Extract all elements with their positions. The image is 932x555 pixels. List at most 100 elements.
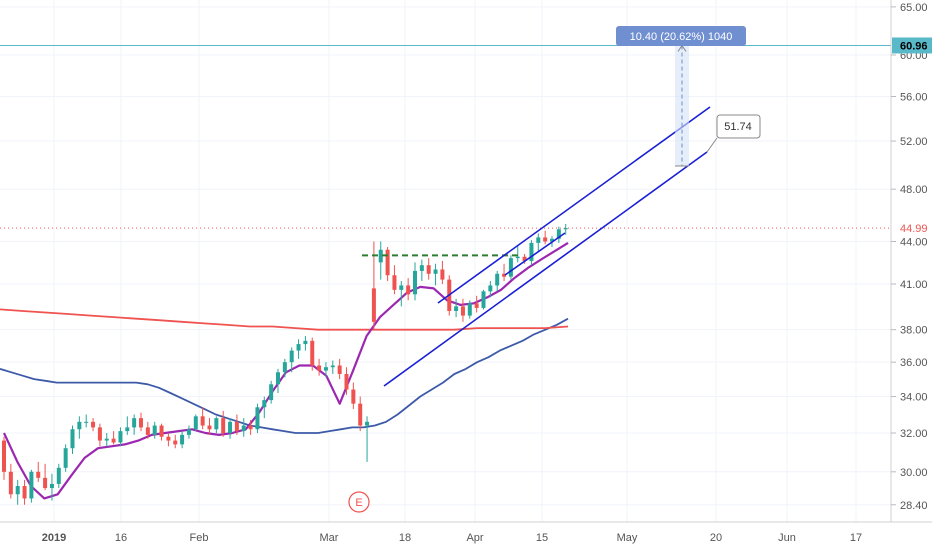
candle[interactable]: [508, 255, 513, 280]
candle[interactable]: [104, 433, 109, 447]
candle[interactable]: [344, 367, 349, 395]
candle[interactable]: [515, 245, 520, 263]
candle[interactable]: [193, 414, 198, 432]
candle[interactable]: [433, 263, 438, 286]
candle[interactable]: [474, 295, 479, 313]
candle[interactable]: [556, 226, 561, 243]
earnings-marker[interactable]: E: [348, 491, 370, 513]
candle[interactable]: [426, 258, 431, 280]
candle[interactable]: [358, 396, 363, 432]
candle[interactable]: [145, 421, 150, 439]
candle[interactable]: [118, 427, 123, 447]
candle[interactable]: [200, 407, 205, 430]
candle-body: [234, 421, 239, 432]
candle[interactable]: [255, 403, 260, 433]
candle[interactable]: [8, 463, 13, 499]
candle-body: [139, 418, 143, 428]
y-axis-panel[interactable]: [891, 0, 932, 522]
candle[interactable]: [56, 463, 61, 489]
candle[interactable]: [419, 259, 424, 282]
ma-line[interactable]: [0, 308, 569, 331]
candle[interactable]: [63, 444, 68, 472]
candle[interactable]: [413, 262, 417, 301]
candle[interactable]: [378, 241, 383, 280]
candle[interactable]: [399, 281, 404, 307]
candle[interactable]: [214, 416, 219, 433]
candle-body: [563, 228, 568, 230]
candle[interactable]: [49, 473, 54, 501]
candle[interactable]: [97, 423, 102, 447]
candle[interactable]: [132, 414, 137, 435]
candle[interactable]: [406, 278, 411, 301]
candle[interactable]: [22, 479, 27, 505]
candle[interactable]: [289, 347, 294, 373]
candle[interactable]: [15, 479, 20, 505]
candle[interactable]: [84, 414, 89, 428]
candle[interactable]: [91, 418, 96, 432]
channel-upper-line[interactable]: [437, 106, 711, 304]
candle[interactable]: [460, 298, 465, 322]
candle[interactable]: [207, 418, 212, 435]
candle[interactable]: [385, 247, 390, 282]
candle[interactable]: [282, 358, 287, 378]
candle[interactable]: [502, 263, 507, 282]
candle[interactable]: [310, 337, 315, 371]
candle[interactable]: [351, 382, 356, 410]
candle[interactable]: [139, 412, 143, 432]
channel-inner-line[interactable]: [504, 232, 566, 276]
candle[interactable]: [481, 289, 486, 310]
candle[interactable]: [241, 418, 246, 437]
price-callout[interactable]: 51.74: [706, 114, 761, 153]
candle[interactable]: [166, 433, 171, 447]
candle[interactable]: [276, 368, 280, 394]
candle[interactable]: [467, 300, 472, 319]
candle[interactable]: [365, 416, 370, 462]
candle[interactable]: [296, 339, 301, 359]
candle[interactable]: [262, 396, 267, 419]
candle[interactable]: [159, 423, 164, 441]
candle-body: [43, 477, 48, 489]
drawings[interactable]: [362, 44, 711, 387]
candle[interactable]: [303, 336, 308, 351]
measure-label[interactable]: 10.40 (20.62%) 1040: [616, 26, 746, 46]
candle[interactable]: [440, 260, 445, 284]
candle[interactable]: [529, 240, 534, 266]
candle[interactable]: [543, 230, 548, 245]
candle[interactable]: [2, 436, 6, 480]
channel-lower-line[interactable]: [383, 151, 708, 387]
candle[interactable]: [392, 265, 397, 295]
candle[interactable]: [330, 360, 335, 374]
candle-body: [502, 273, 507, 277]
candle[interactable]: [248, 419, 253, 435]
candle[interactable]: [186, 425, 191, 439]
candle[interactable]: [36, 461, 41, 482]
candle[interactable]: [43, 463, 48, 491]
candle[interactable]: [173, 434, 178, 449]
candle[interactable]: [228, 418, 233, 439]
candle[interactable]: [495, 270, 500, 292]
candle[interactable]: [152, 421, 157, 439]
ma-line[interactable]: [3, 241, 569, 500]
candle[interactable]: [269, 380, 274, 404]
candle[interactable]: [111, 431, 116, 445]
ma-line[interactable]: [0, 317, 569, 434]
candle[interactable]: [454, 298, 459, 318]
candle[interactable]: [234, 414, 239, 435]
candle[interactable]: [337, 358, 342, 380]
candles[interactable]: [2, 224, 568, 505]
candle[interactable]: [180, 431, 185, 449]
candle[interactable]: [29, 469, 34, 503]
candle-body: [228, 421, 233, 433]
candle[interactable]: [221, 410, 226, 437]
candle[interactable]: [317, 358, 322, 376]
candle[interactable]: [536, 233, 541, 253]
x-axis-panel[interactable]: [0, 522, 932, 550]
candle[interactable]: [488, 281, 493, 298]
candle[interactable]: [70, 425, 75, 455]
candle[interactable]: [125, 416, 130, 435]
candle[interactable]: [563, 224, 568, 235]
candle[interactable]: [77, 416, 82, 439]
candle[interactable]: [323, 362, 328, 378]
